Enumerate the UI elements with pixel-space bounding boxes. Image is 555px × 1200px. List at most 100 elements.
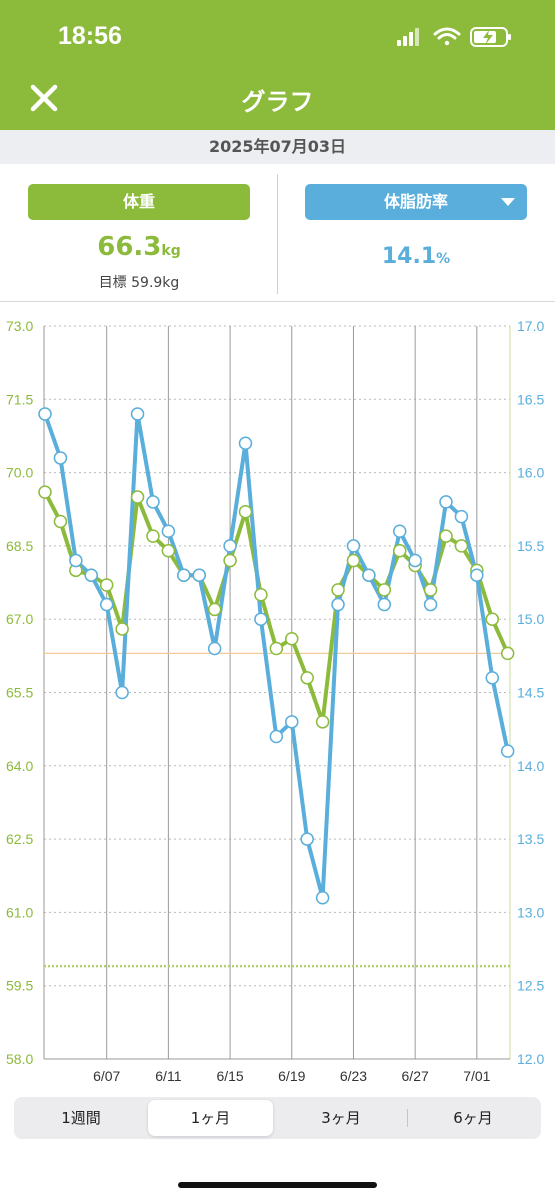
status-time: 18:56	[58, 22, 122, 50]
weight-data-point	[38, 485, 52, 499]
y-right-tick-label: 17.0	[517, 318, 544, 334]
goal-weight: 目標 59.9kg	[98, 275, 180, 291]
body-fat-data-point	[84, 568, 99, 582]
body-fat-label: 体脂肪率	[383, 192, 448, 211]
weight-data-point	[439, 529, 453, 543]
y-right-tick-label: 12.0	[517, 1051, 544, 1067]
y-right-tick-label: 14.5	[517, 685, 544, 701]
period-segmented-control: 1週間 1ヶ月 3ヶ月 6ヶ月	[14, 1097, 541, 1139]
weight-data-point	[254, 588, 268, 602]
weight-data-point	[99, 578, 114, 592]
body-fat-number: 14.1	[381, 244, 437, 269]
weight-data-point	[115, 622, 129, 636]
x-tick-label: 6/11	[155, 1068, 181, 1084]
y-right-tick-label: 14.0	[517, 758, 544, 774]
weight-data-point	[285, 631, 299, 646]
segment-six-months[interactable]: 6ヶ月	[453, 1109, 493, 1127]
segment-three-months[interactable]: 3ヶ月	[321, 1109, 361, 1127]
x-tick-label: 7/01	[463, 1068, 490, 1084]
date-bar: 2025年07月03日	[0, 130, 555, 164]
y-left-tick-label: 73.0	[6, 318, 33, 334]
weight-unit: kg	[161, 243, 181, 259]
body-fat-data-point	[454, 509, 469, 524]
y-left-tick-label: 65.5	[6, 685, 33, 701]
weight-data-point	[238, 504, 253, 519]
x-tick-label: 6/19	[278, 1068, 305, 1084]
app-header: 18:56 グラフ	[0, 0, 555, 130]
segment-month[interactable]: 1ヶ月	[148, 1100, 273, 1136]
segment-divider	[407, 1109, 408, 1127]
weight-number: 66.3	[97, 232, 162, 262]
x-tick-label: 6/23	[340, 1068, 367, 1084]
body-fat-data-point	[315, 890, 330, 905]
weight-data-point	[346, 553, 361, 568]
body-fat-data-point	[500, 744, 515, 758]
body-fat-data-point	[362, 568, 376, 582]
weight-data-point	[485, 612, 500, 626]
weight-data-point	[161, 544, 176, 558]
weight-data-point	[223, 553, 237, 568]
body-fat-data-point	[238, 436, 253, 451]
weight-data-point	[500, 646, 515, 661]
battery-icon	[470, 27, 511, 47]
body-fat-data-point	[161, 524, 176, 538]
weight-tab-button[interactable]: 体重	[28, 184, 250, 220]
weight-data-point	[454, 539, 469, 553]
body-fat-data-point	[423, 597, 438, 612]
x-tick-label: 6/15	[216, 1068, 243, 1084]
body-fat-data-point	[207, 641, 222, 656]
y-right-tick-label: 15.0	[517, 611, 544, 627]
body-fat-data-point	[115, 685, 129, 700]
weight-bodyfat-chart[interactable]: 73.0 17.0 71.5 16.5 70.0 16.0 68.5 15.5 67.0 15.0…	[0, 302, 555, 1092]
y-right-tick-label: 12.5	[517, 978, 544, 994]
body-fat-data-point	[53, 451, 68, 465]
signal-icon	[397, 28, 419, 46]
body-fat-data-point	[192, 568, 206, 582]
summary-panel: 体重 66.3kg 目標 59.9kg 体脂肪率 14.1%	[0, 164, 555, 302]
body-fat-unit: %	[436, 251, 451, 267]
weight-data-point	[146, 529, 160, 543]
weight-data-point	[53, 514, 68, 529]
page-title: グラフ	[241, 88, 314, 116]
body-fat-data-point	[269, 729, 284, 744]
y-left-tick-label: 61.0	[6, 904, 33, 920]
y-left-tick-label: 70.0	[6, 465, 33, 481]
body-fat-dropdown[interactable]: 体脂肪率	[305, 184, 527, 220]
y-right-tick-label: 13.0	[517, 904, 544, 920]
y-right-tick-label: 16.5	[517, 391, 544, 407]
body-fat-data-point	[408, 553, 422, 568]
body-fat-data-point	[470, 568, 484, 582]
status-icons	[397, 27, 511, 47]
y-right-tick-label: 15.5	[517, 538, 544, 554]
y-left-tick-label: 64.0	[6, 758, 33, 774]
weight-data-point	[315, 715, 330, 729]
weight-value: 66.3kg	[28, 232, 250, 262]
weight-data-point	[392, 544, 407, 558]
summary-divider	[277, 174, 278, 294]
body-fat-data-point	[146, 495, 160, 509]
x-tick-label: 6/07	[93, 1068, 120, 1084]
y-left-tick-label: 71.5	[6, 391, 33, 407]
body-fat-data-point	[254, 612, 268, 626]
y-left-tick-label: 62.5	[6, 831, 33, 847]
body-fat-data-point	[439, 495, 453, 509]
y-left-tick-label: 67.0	[6, 611, 33, 627]
close-icon[interactable]	[28, 82, 60, 114]
body-fat-data-point	[285, 715, 299, 729]
body-fat-data-point	[300, 832, 314, 846]
body-fat-value: 14.1%	[305, 244, 527, 269]
wifi-icon	[433, 27, 461, 46]
body-fat-data-point	[38, 407, 52, 421]
weight-data-point	[423, 583, 438, 597]
weight-data-point	[377, 583, 392, 597]
segment-week[interactable]: 1週間	[61, 1109, 101, 1127]
body-fat-series-line	[43, 412, 510, 900]
y-right-tick-label: 13.5	[517, 831, 544, 847]
y-right-tick-label: 16.0	[517, 465, 544, 481]
y-left-tick-label: 59.5	[6, 978, 33, 994]
weight-data-point	[269, 641, 284, 656]
weight-series-line	[43, 490, 510, 724]
body-fat-data-point	[69, 553, 83, 568]
x-tick-label: 6/27	[402, 1068, 429, 1084]
body-fat-data-point	[377, 597, 392, 612]
